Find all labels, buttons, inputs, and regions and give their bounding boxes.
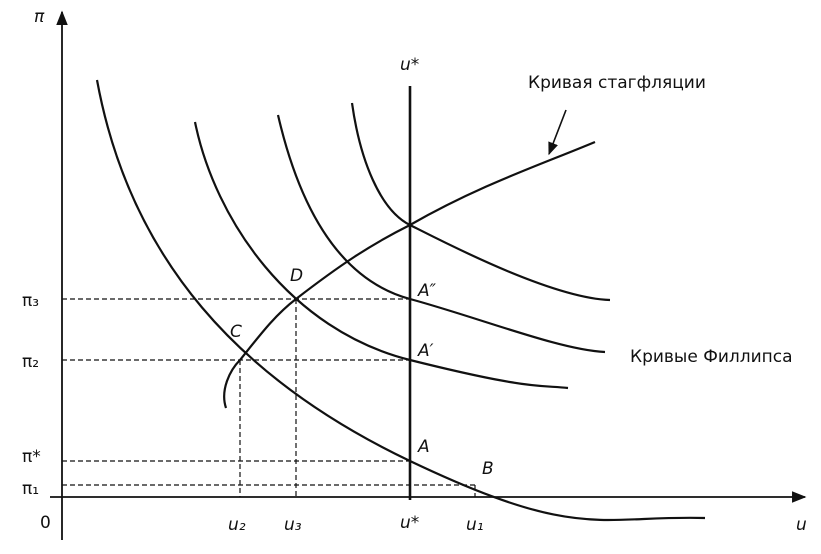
x-axis-label: u [796,515,807,535]
stagflation-label: Кривая стагфляции [528,73,706,93]
phillips-label: Кривые Филлипса [630,347,793,367]
x-tick-label: u₁ [466,515,484,535]
natural-rate-label: u* [400,55,419,75]
x-tick-label: u₃ [284,515,302,535]
origin-label: 0 [40,513,51,533]
phillips-curve [276,114,606,354]
point-label: A′ [417,341,434,361]
x-tick-label: u₂ [228,515,246,535]
point-label: A″ [417,281,437,301]
y-tick-label: π₂ [22,352,39,372]
stagflation-curve [223,140,596,409]
y-tick-label: π₁ [22,479,39,499]
x-tick-label: u* [400,513,419,533]
y-tick-label: π* [22,447,41,467]
pointer-arrow [548,109,567,156]
phillips-curve [350,102,611,302]
point-label: C [230,322,242,342]
point-label: A [417,437,430,457]
point-label: D [290,266,303,286]
y-axis-label: π [34,7,45,27]
point-label: B [482,459,494,479]
y-tick-label: π₃ [22,291,39,311]
phillips-curve [95,79,706,522]
phillips-curve [193,121,569,390]
